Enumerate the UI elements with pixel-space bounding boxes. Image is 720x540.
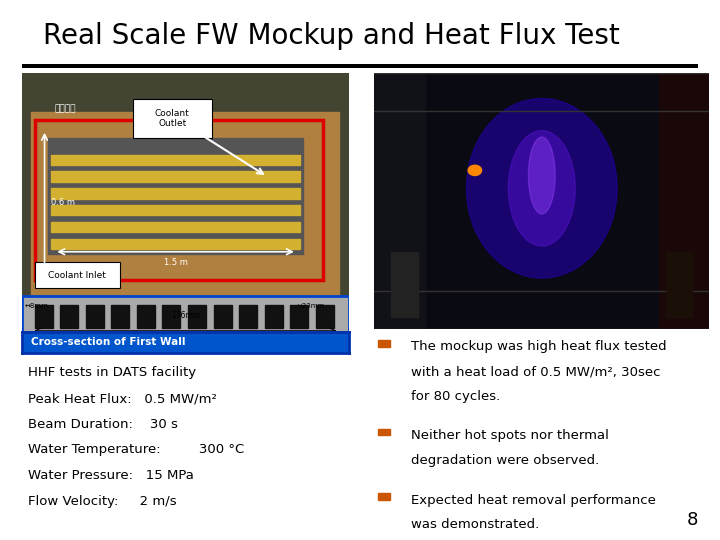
Text: 冷却水流: 冷却水流 (55, 104, 76, 113)
Text: The mockup was high heat flux tested: The mockup was high heat flux tested (411, 341, 667, 354)
Text: 1.5 m: 1.5 m (163, 258, 187, 267)
Bar (239, 305, 257, 328)
Text: Beam Duration:    30 s: Beam Duration: 30 s (28, 418, 178, 431)
Bar (378, 429, 390, 435)
Ellipse shape (528, 137, 555, 214)
Text: Cross-section of First Wall: Cross-section of First Wall (32, 338, 186, 347)
Ellipse shape (467, 98, 617, 278)
Bar (48, 138, 303, 254)
FancyBboxPatch shape (133, 99, 212, 138)
Bar (51, 171, 300, 182)
Bar (51, 222, 300, 232)
Text: was demonstrated.: was demonstrated. (411, 518, 539, 531)
Text: Expected heat removal performance: Expected heat removal performance (411, 494, 656, 507)
Bar (137, 305, 155, 328)
Bar (265, 305, 283, 328)
Bar (316, 305, 334, 328)
Text: Water Temperature:         300 °C: Water Temperature: 300 °C (28, 443, 244, 456)
Bar (290, 305, 308, 328)
Bar (391, 253, 418, 316)
Bar (86, 305, 104, 328)
Bar (32, 112, 339, 319)
Text: Coolant
Outlet: Coolant Outlet (155, 109, 189, 128)
Bar (22, 296, 349, 332)
Text: Flow Velocity:     2 m/s: Flow Velocity: 2 m/s (28, 495, 177, 508)
Bar (60, 305, 78, 328)
Bar (188, 305, 206, 328)
Text: ↔8mm: ↔8mm (25, 303, 49, 309)
Ellipse shape (508, 131, 575, 246)
Text: ↔23mm: ↔23mm (297, 303, 325, 309)
Text: Peak Heat Flux:   0.5 MW/m²: Peak Heat Flux: 0.5 MW/m² (28, 392, 217, 405)
Bar (163, 305, 181, 328)
Ellipse shape (468, 165, 482, 176)
Text: Neither hot spots nor thermal: Neither hot spots nor thermal (411, 429, 609, 442)
Bar (378, 493, 390, 500)
Bar (214, 305, 232, 328)
Text: degradation were observed.: degradation were observed. (411, 454, 600, 467)
Bar (659, 73, 709, 329)
Bar (35, 305, 53, 328)
Text: Coolant Inlet: Coolant Inlet (48, 271, 107, 280)
Text: Real Scale FW Mockup and Heat Flux Test: Real Scale FW Mockup and Heat Flux Test (43, 22, 620, 50)
Bar (112, 305, 130, 328)
Text: with a heat load of 0.5 MW/m², 30sec: with a heat load of 0.5 MW/m², 30sec (411, 365, 661, 378)
Text: 176mm: 176mm (171, 311, 200, 320)
Bar (51, 205, 300, 215)
Text: 8: 8 (687, 511, 698, 529)
Bar (666, 253, 693, 316)
Bar (51, 188, 300, 199)
Text: Water Pressure:   15 MPa: Water Pressure: 15 MPa (28, 469, 194, 482)
Bar (374, 73, 425, 329)
Text: 0.6 m: 0.6 m (51, 198, 75, 207)
Bar (35, 119, 323, 280)
FancyBboxPatch shape (35, 262, 120, 288)
Bar (22, 296, 349, 332)
Bar (51, 239, 300, 249)
Bar (51, 154, 300, 165)
Bar (378, 340, 390, 347)
Text: HHF tests in DATS facility: HHF tests in DATS facility (28, 366, 197, 379)
Text: for 80 cycles.: for 80 cycles. (411, 390, 500, 403)
